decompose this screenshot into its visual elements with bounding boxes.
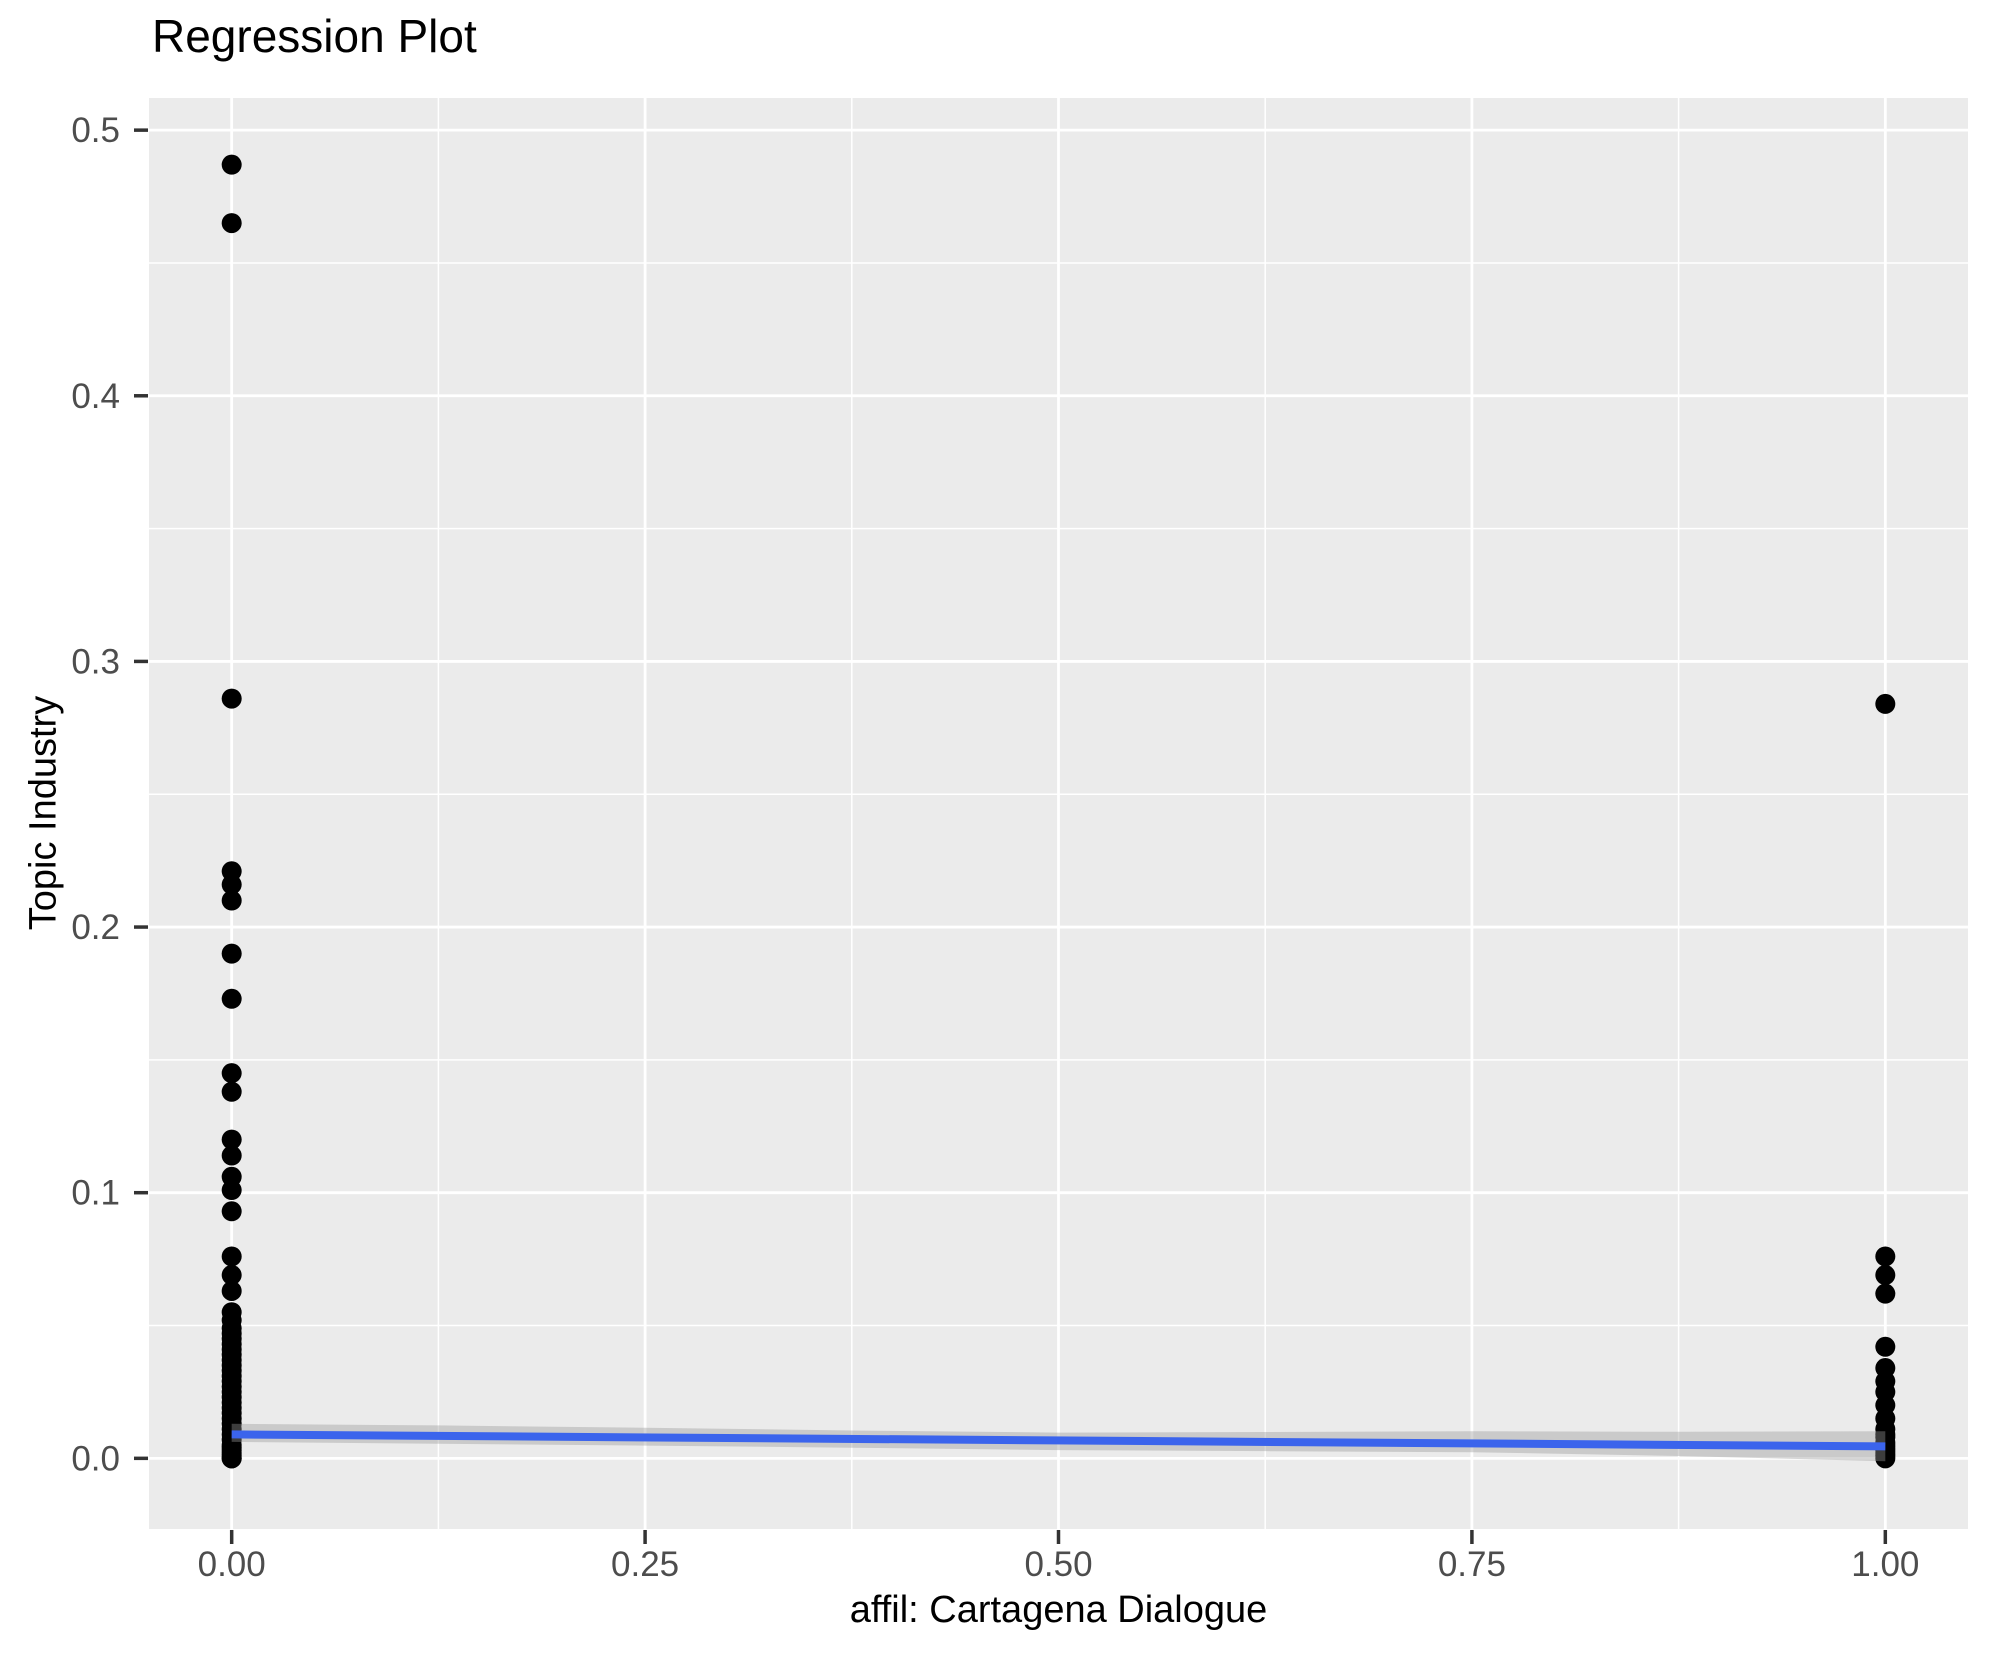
data-point	[1875, 1448, 1896, 1469]
data-point	[221, 1180, 242, 1201]
data-point	[221, 1246, 242, 1267]
data-point	[1875, 1283, 1896, 1304]
data-point	[221, 688, 242, 709]
data-point	[221, 1081, 242, 1102]
data-point	[221, 890, 242, 911]
data-point	[1875, 1336, 1896, 1357]
y-tick-label: 0.1	[71, 1174, 120, 1213]
y-tick-label: 0.4	[71, 377, 120, 416]
data-point	[221, 154, 242, 175]
data-point	[1875, 1265, 1896, 1286]
x-tick-label: 0.00	[198, 1545, 266, 1584]
data-point	[221, 1448, 242, 1469]
x-tick-label: 0.25	[611, 1545, 679, 1584]
data-point	[221, 1145, 242, 1166]
data-point	[221, 213, 242, 234]
data-point	[1875, 1246, 1896, 1267]
x-tick-label: 0.50	[1024, 1545, 1092, 1584]
y-tick-label: 0.3	[71, 642, 120, 681]
y-axis-title: Topic Industry	[22, 695, 65, 931]
regression-line	[231, 1430, 1886, 1451]
data-point	[221, 943, 242, 964]
plot-title: Regression Plot	[152, 10, 477, 62]
data-point	[221, 1063, 242, 1084]
data-point	[221, 1280, 242, 1301]
y-tick-label: 0.2	[71, 908, 120, 947]
data-point	[221, 988, 242, 1009]
data-point	[221, 874, 242, 895]
y-tick-label: 0.5	[71, 111, 120, 150]
y-tick-label: 0.0	[71, 1439, 120, 1478]
x-axis-title: affil: Cartagena Dialogue	[849, 1589, 1268, 1631]
data-point	[221, 1265, 242, 1286]
data-point	[1875, 693, 1896, 714]
data-point	[221, 1129, 242, 1150]
data-point	[221, 1201, 242, 1222]
x-tick-label: 0.75	[1438, 1545, 1506, 1584]
x-tick-label: 1.00	[1851, 1545, 1919, 1584]
